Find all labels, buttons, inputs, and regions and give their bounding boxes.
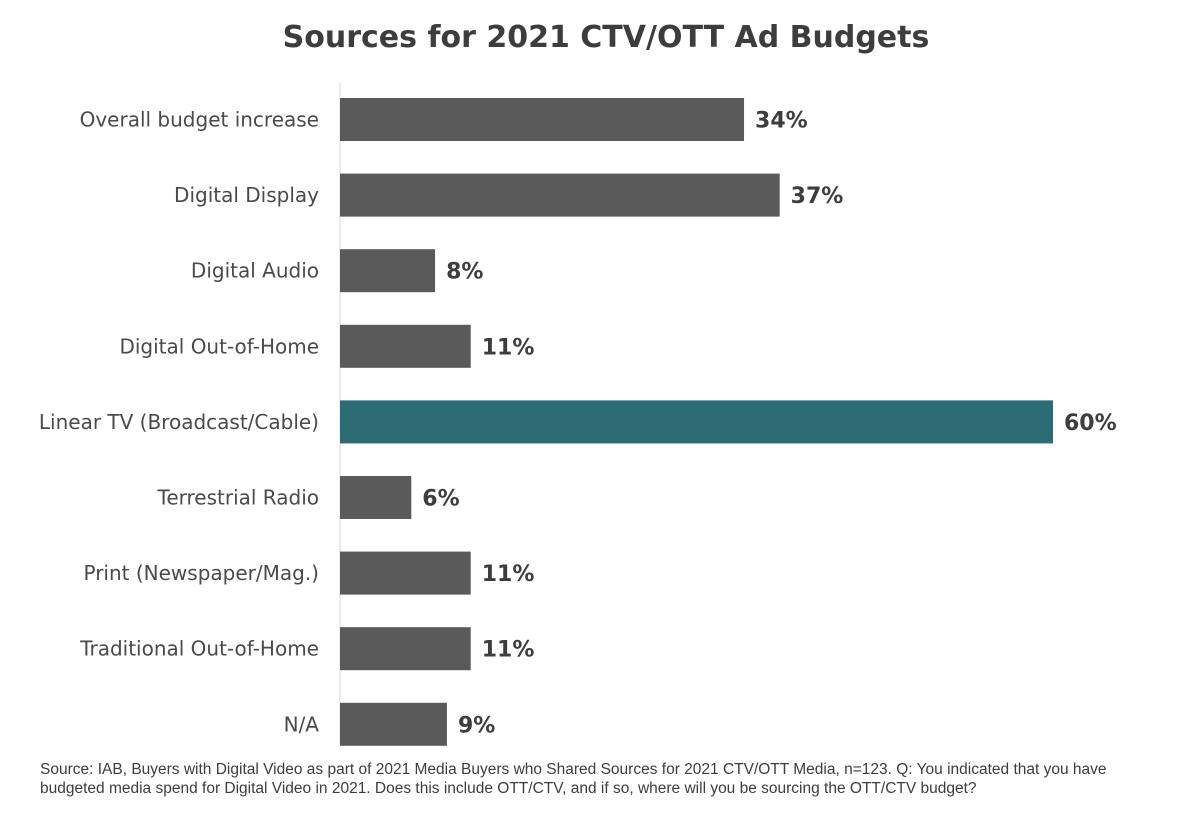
value-label: 37% (791, 184, 844, 209)
category-label: Print (Newspaper/Mag.) (84, 561, 320, 585)
category-label: Linear TV (Broadcast/Cable) (39, 410, 319, 434)
category-label: Terrestrial Radio (157, 486, 320, 510)
value-label: 11% (482, 638, 535, 663)
category-label: Digital Out-of-Home (119, 334, 319, 358)
bar-1 (340, 173, 780, 217)
bar-3 (340, 324, 471, 368)
value-label: 11% (482, 335, 535, 360)
value-label: 8% (446, 260, 483, 285)
bar-6 (340, 551, 471, 595)
category-label: Overall budget increase (80, 108, 319, 132)
category-label: N/A (284, 712, 320, 736)
value-label: 34% (755, 109, 808, 134)
chart-title: Sources for 2021 CTV/OTT Ad Budgets (282, 20, 930, 55)
value-label: 11% (482, 562, 535, 587)
category-label: Digital Display (174, 183, 319, 207)
value-label: 9% (458, 713, 495, 738)
value-label: 60% (1064, 411, 1117, 436)
bar-8 (340, 702, 447, 746)
value-label: 6% (422, 487, 459, 512)
bar-2 (340, 249, 436, 293)
category-label: Traditional Out-of-Home (79, 637, 319, 661)
bar-5 (340, 476, 412, 519)
category-label: Digital Audio (191, 259, 319, 283)
bar-0 (340, 98, 745, 141)
bar-7 (340, 627, 471, 671)
source-note: Source: IAB, Buyers with Digital Video a… (40, 761, 1107, 797)
bar-4 (340, 400, 1053, 444)
